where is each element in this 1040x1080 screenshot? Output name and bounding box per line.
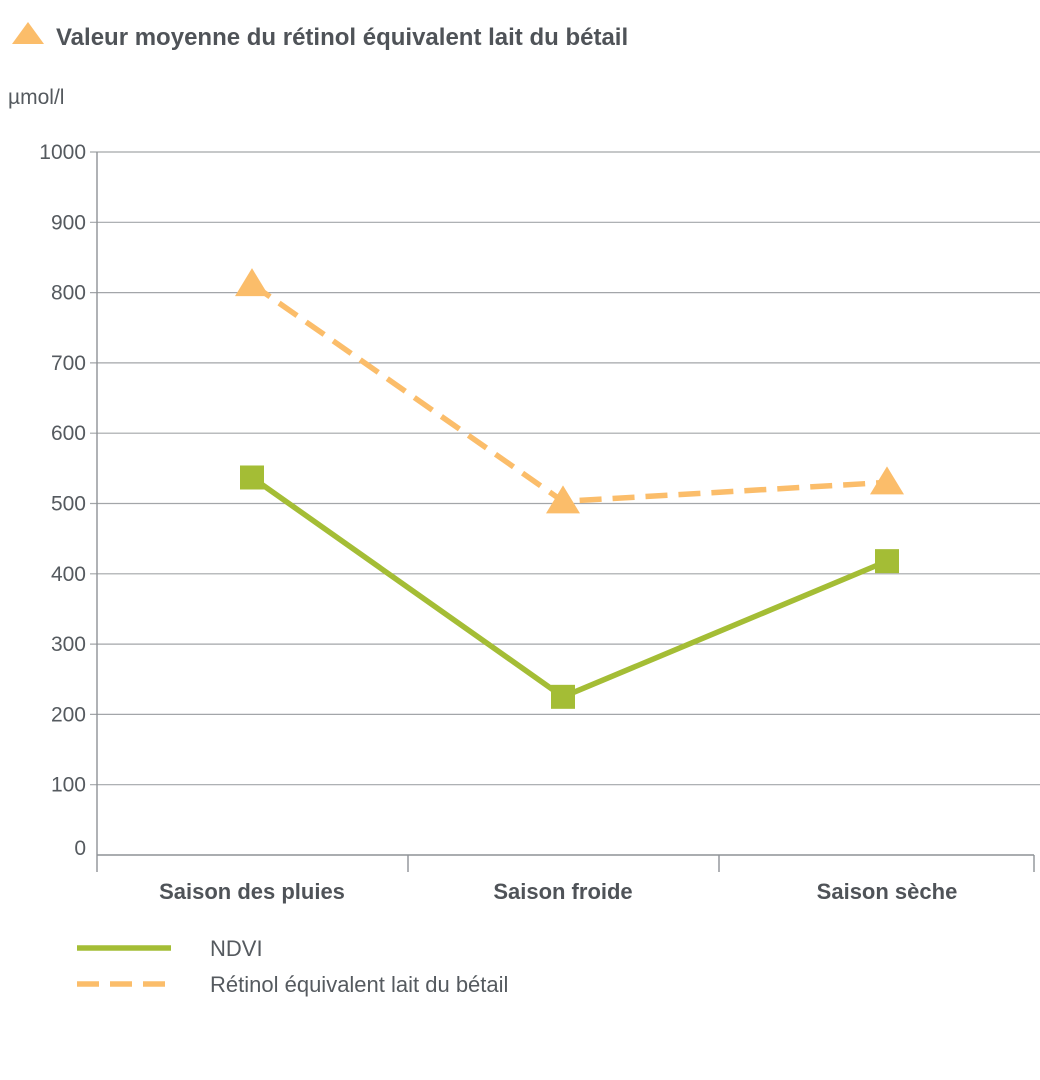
retinol-point xyxy=(870,466,904,495)
y-tick-label-0: 0 xyxy=(74,837,86,860)
series-layer xyxy=(235,268,904,709)
axis-layer: Saison des pluies Saison froide Saison sèc… xyxy=(96,152,1035,904)
y-tick-label-100: 100 xyxy=(51,774,86,797)
retinol-point xyxy=(235,268,269,297)
x-category-label: Saison sèche xyxy=(817,879,958,904)
y-axis-unit-label: µmol/l xyxy=(8,86,64,109)
y-tick-label-1000: 1000 xyxy=(39,141,86,164)
y-tick-label-900: 900 xyxy=(51,211,86,234)
triangle-marker-icon xyxy=(12,22,44,44)
series-line-retinol xyxy=(250,281,888,505)
legend: NDVI Rétinol équivalent lait du bétail xyxy=(77,936,508,997)
chart-title-group: Valeur moyenne du rétinol équivalent lai… xyxy=(12,22,628,51)
y-tick-label-500: 500 xyxy=(51,493,86,516)
x-category-label: Saison des pluies xyxy=(159,879,345,904)
x-category-label: Saison froide xyxy=(493,879,632,904)
y-tick-label-800: 800 xyxy=(51,282,86,305)
y-tick-label-200: 200 xyxy=(51,703,86,726)
retinol-point xyxy=(546,485,580,514)
legend-label-ndvi: NDVI xyxy=(210,936,263,961)
y-tick-label-700: 700 xyxy=(51,352,86,375)
grid-layer: 0 100 200 300 400 500 600 700 800 900 1000 xyxy=(39,141,1040,860)
y-tick-label-300: 300 xyxy=(51,633,86,656)
legend-label-retinol: Rétinol équivalent lait du bétail xyxy=(210,972,508,997)
ndvi-point xyxy=(240,465,264,490)
y-tick-label-400: 400 xyxy=(51,563,86,586)
ndvi-point xyxy=(551,684,575,709)
y-tick-label-600: 600 xyxy=(51,422,86,445)
chart-title: Valeur moyenne du rétinol équivalent lai… xyxy=(56,24,628,51)
ndvi-point xyxy=(875,549,899,574)
